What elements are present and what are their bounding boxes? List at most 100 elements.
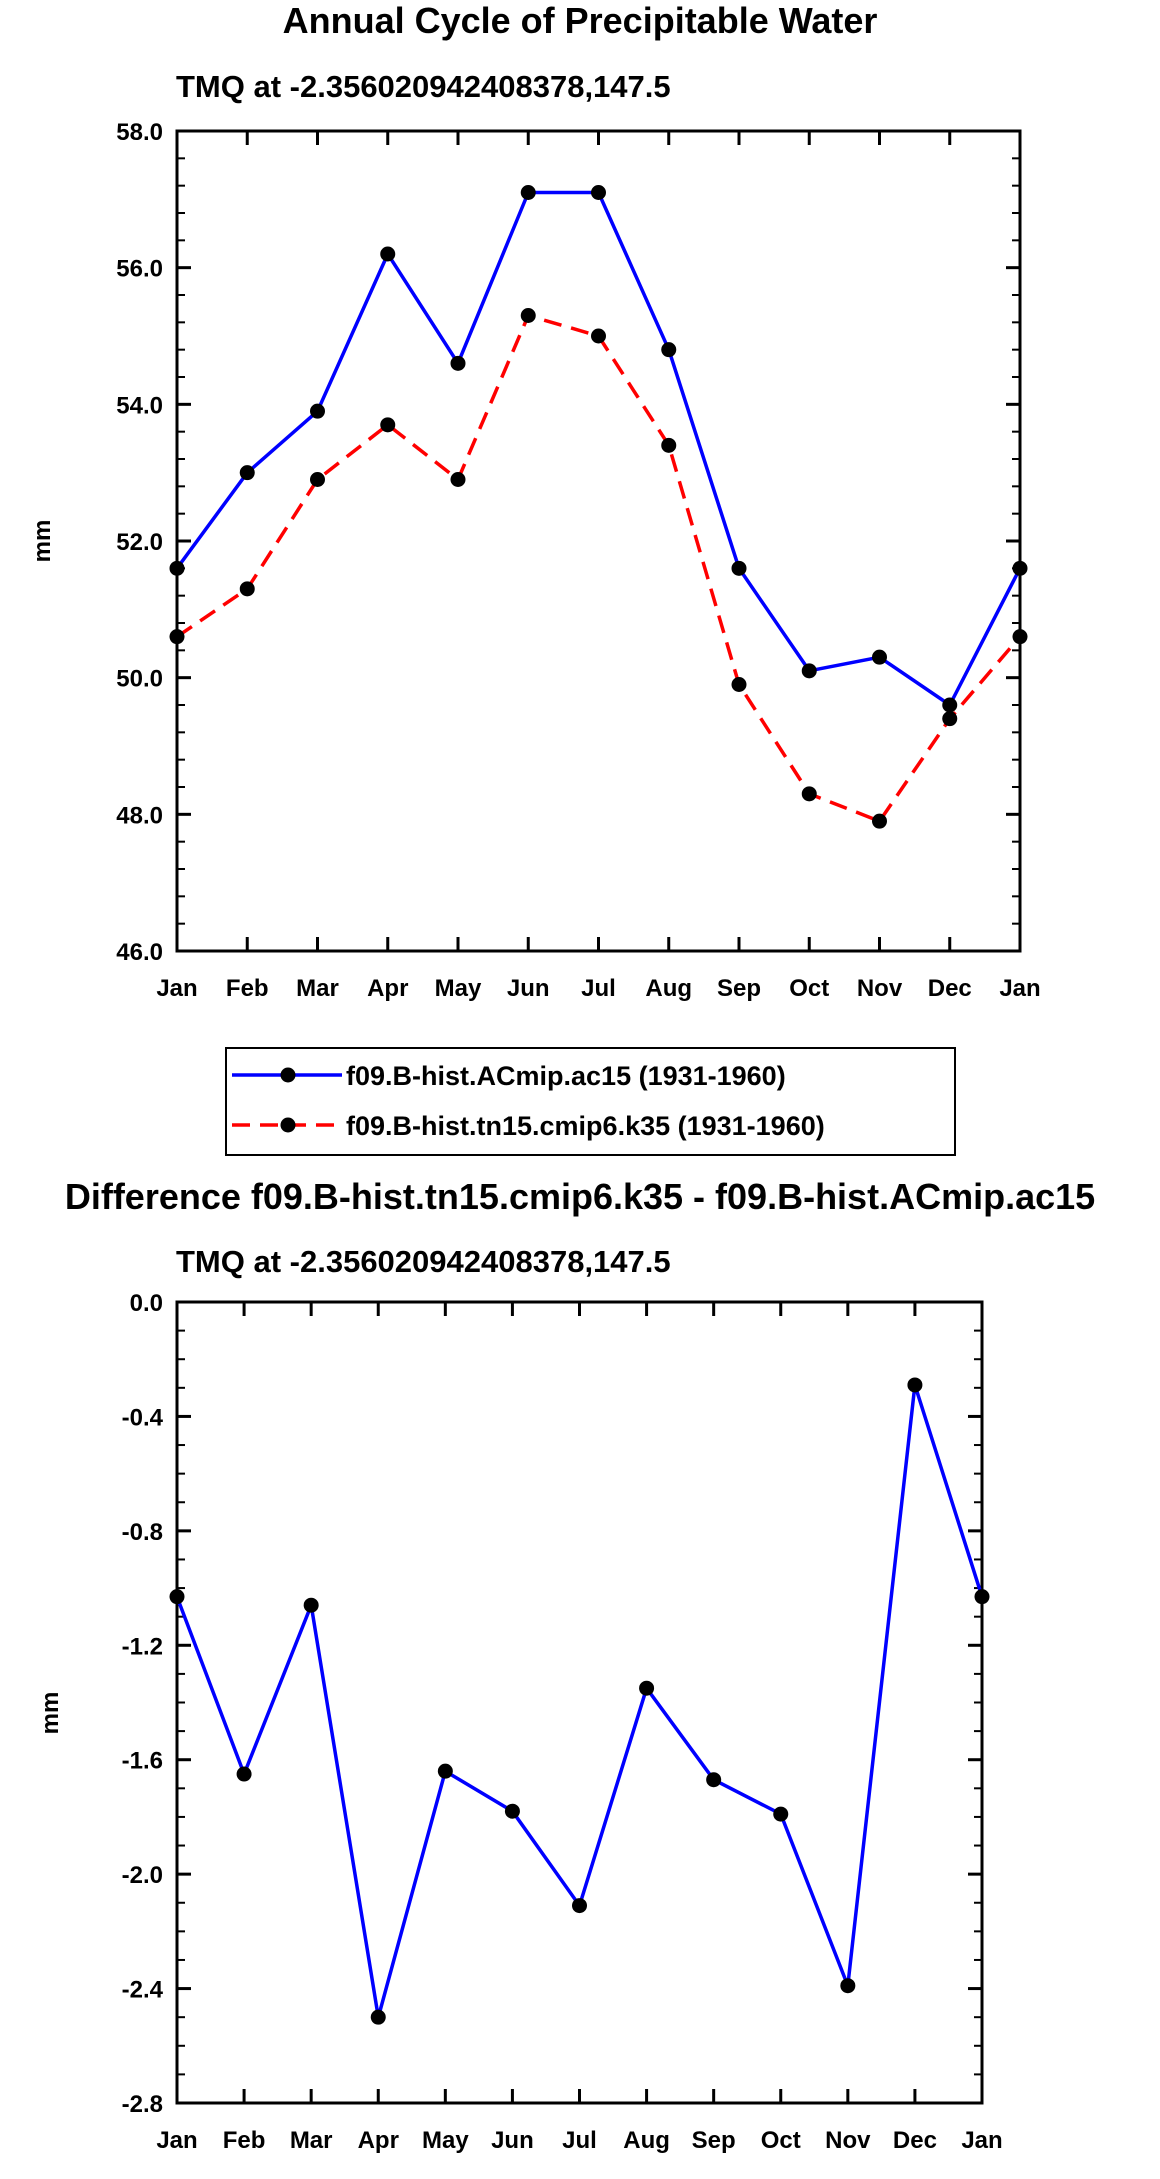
data-point — [731, 560, 747, 576]
y-tick-label: 56.0 — [116, 256, 163, 283]
y-tick-label: 58.0 — [116, 119, 163, 146]
data-point — [639, 1680, 655, 1696]
x-tick-label: Feb — [223, 2127, 266, 2154]
data-point — [520, 308, 536, 323]
chart-title: Difference f09.B-hist.tn15.cmip6.k35 - f… — [65, 1176, 1095, 1217]
data-point — [239, 465, 255, 481]
x-tick-label: Nov — [857, 975, 903, 1002]
x-tick-labels: Jan Feb Mar Apr May Jun Jul Aug Sep Oct Nov Dec Jan — [156, 975, 1040, 1002]
y-axis-label: mm — [37, 1692, 64, 1735]
x-tick-label: Apr — [367, 975, 408, 1002]
x-tick-label: Jun — [491, 2127, 534, 2154]
x-tick-label: Apr — [358, 2127, 399, 2154]
legend-swatch-marker-2 — [280, 1117, 296, 1133]
x-tick-label: Jan — [999, 975, 1040, 1002]
y-axis-label: mm — [29, 520, 56, 563]
series-line-1 — [175, 1383, 984, 2019]
legend-label-2: f09.B-hist.tn15.cmip6.k35 (1931-1960) — [346, 1111, 825, 1141]
data-point — [840, 1978, 856, 1994]
x-tick-label: Jan — [961, 2127, 1002, 2154]
data-point — [236, 1766, 252, 1782]
data-point — [1012, 560, 1028, 576]
data-point — [801, 663, 817, 679]
data-point — [380, 417, 396, 433]
x-tick-label: Sep — [692, 2127, 736, 2154]
y-tick-label: -1.2 — [122, 1633, 163, 1660]
data-point — [572, 1898, 587, 1914]
plot-area — [175, 129, 1022, 953]
data-point — [1012, 629, 1028, 645]
y-tick-label: 46.0 — [116, 939, 163, 966]
x-tick-label: Jan — [156, 2127, 197, 2154]
data-point — [974, 1589, 990, 1605]
y-tick-label: 54.0 — [116, 392, 163, 419]
data-point — [706, 1772, 722, 1788]
data-point — [310, 472, 325, 487]
chart-subtitle: TMQ at -2.356020942408378,147.5 — [176, 1244, 671, 1279]
data-point — [310, 403, 325, 419]
data-point — [942, 711, 958, 727]
y-tick-labels: -2.8 -2.4 -2.0 -1.6 -1.2 -0.8 -0.4 0.0 — [122, 1290, 164, 2118]
x-tick-label: Jan — [156, 975, 197, 1002]
data-point — [437, 1763, 453, 1779]
legend: f09.B-hist.ACmip.ac15 (1931-1960) f09.B-… — [225, 1047, 956, 1156]
x-tick-label: Feb — [226, 975, 269, 1002]
data-point — [872, 813, 887, 829]
legend-swatch-marker-1 — [280, 1067, 296, 1083]
plot-area — [175, 1300, 984, 2105]
x-tick-label: Dec — [893, 2127, 937, 2154]
y-tick-label: 52.0 — [116, 529, 163, 556]
y-tick-label: -2.8 — [122, 2091, 163, 2118]
data-point — [591, 185, 606, 200]
y-tick-label: -2.0 — [122, 1862, 163, 1889]
x-tick-label: Oct — [761, 2127, 801, 2154]
y-tick-labels: 46.0 48.0 50.0 52.0 54.0 56.0 58.0 — [116, 119, 163, 966]
y-tick-label: -0.8 — [122, 1519, 163, 1546]
x-tick-label: Oct — [789, 975, 829, 1002]
data-point — [661, 342, 677, 358]
x-tick-label: Dec — [928, 975, 972, 1002]
data-point — [239, 581, 255, 597]
y-tick-label: -0.4 — [122, 1404, 164, 1431]
x-tick-label: May — [435, 975, 482, 1002]
data-point — [907, 1377, 923, 1393]
data-point — [661, 437, 677, 453]
series-group — [169, 1377, 990, 2025]
series-line-2 — [176, 313, 1022, 823]
x-tick-label: Aug — [645, 975, 692, 1002]
data-point — [169, 1589, 185, 1605]
legend-label-1: f09.B-hist.ACmip.ac15 (1931-1960) — [346, 1061, 786, 1091]
data-point — [591, 328, 606, 344]
data-point — [450, 472, 466, 487]
plot-frame — [175, 129, 1022, 953]
chart-title: Annual Cycle of Precipitable Water — [283, 0, 878, 41]
x-tick-label: Mar — [296, 975, 339, 1002]
y-tick-label: 50.0 — [116, 666, 163, 693]
data-point — [773, 1806, 789, 1822]
data-point — [872, 649, 887, 665]
data-point — [731, 677, 747, 692]
x-tick-labels: Jan Feb Mar Apr May Jun Jul Aug Sep Oct Nov Dec Jan — [156, 2127, 1002, 2154]
series-group — [169, 185, 1028, 829]
chart-subtitle: TMQ at -2.356020942408378,147.5 — [176, 69, 671, 104]
data-point — [520, 185, 536, 200]
data-point — [380, 246, 396, 262]
data-point — [801, 786, 817, 802]
y-tick-label: -1.6 — [122, 1748, 163, 1775]
data-point — [942, 697, 958, 713]
data-point — [169, 560, 185, 576]
x-tick-label: Nov — [825, 2127, 871, 2154]
x-tick-label: Jun — [507, 975, 550, 1002]
x-tick-label: Mar — [290, 2127, 333, 2154]
y-tick-label: 0.0 — [130, 1290, 163, 1317]
y-tick-label: 48.0 — [116, 802, 163, 829]
difference-chart: Difference f09.B-hist.tn15.cmip6.k35 - f… — [37, 1176, 1095, 2154]
series-line-1 — [175, 190, 1022, 707]
y-tick-label: -2.4 — [122, 1977, 164, 2004]
x-tick-label: Sep — [717, 975, 761, 1002]
plot-frame — [175, 1300, 984, 2105]
legend-box — [225, 1047, 956, 1156]
x-tick-label: Jul — [581, 975, 616, 1002]
data-point — [504, 1803, 520, 1819]
